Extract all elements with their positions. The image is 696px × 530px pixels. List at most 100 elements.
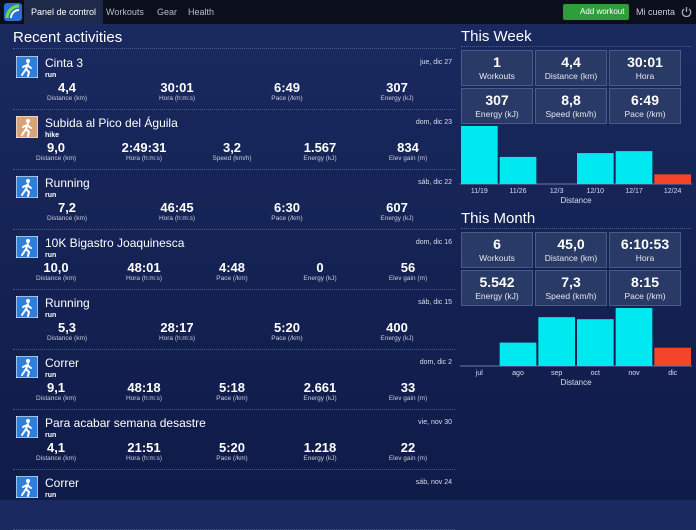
x-tick-label: 12/3: [550, 188, 564, 195]
stat-value: 0: [316, 260, 324, 275]
stat-label: Pace (/km): [216, 395, 248, 402]
stat-label: Pace (/km): [216, 275, 248, 282]
logo[interactable]: [4, 3, 22, 21]
stat-value: 28:17: [160, 320, 194, 335]
activity-type: run: [45, 372, 57, 379]
stat-value: 5:18: [218, 380, 246, 395]
nav-tab[interactable]: Gear: [157, 7, 178, 17]
activity-date: dom, dic 16: [415, 239, 452, 246]
activity-type: run: [45, 312, 57, 319]
tile-label: Hora: [635, 253, 655, 263]
stat-tile: 30:01 Hora: [609, 50, 681, 86]
stat-tile: 1 Workouts: [461, 50, 533, 86]
stat-value: 1.218: [303, 440, 337, 455]
stat-value: 46:45: [160, 200, 194, 215]
stat-label: Pace (/km): [271, 335, 303, 342]
stat-tile: 8,8 Speed (km/h): [535, 88, 607, 124]
activity-name[interactable]: Correr: [45, 476, 80, 490]
power-icon[interactable]: [681, 6, 692, 17]
tile-value: 45,0: [557, 236, 585, 252]
x-tick-label: 12/24: [664, 188, 682, 195]
stat-tile: 6:49 Pace (/km): [609, 88, 681, 124]
stat-label: Distance (km): [46, 95, 88, 102]
bar: [538, 317, 575, 366]
x-tick-label: sep: [551, 370, 562, 377]
activity-icon: [16, 236, 38, 258]
activity-name[interactable]: Para acabar semana desastre: [45, 416, 206, 430]
stat-label: Pace (/km): [271, 215, 303, 222]
stat-value: 2.661: [303, 380, 337, 395]
x-tick-label: 11/19: [471, 188, 488, 195]
stat-tile: 8:15 Pace (/km): [609, 270, 681, 306]
tile-label: Speed (km/h): [545, 109, 597, 119]
divider: [461, 228, 691, 229]
stat-label: Distance (km): [46, 335, 88, 342]
stat-label: Pace (/km): [271, 95, 303, 102]
stat-value: 5:20: [218, 440, 246, 455]
activity-name[interactable]: Running: [45, 296, 90, 310]
stat-label: Distance (km): [35, 395, 77, 402]
account-link[interactable]: Mi cuenta: [636, 7, 676, 17]
divider: [13, 48, 455, 49]
tile-label: Energy (kJ): [475, 291, 519, 301]
activity-name[interactable]: Cinta 3: [45, 56, 84, 70]
tile-value: 30:01: [627, 54, 663, 70]
stat-label: Speed (km/h): [212, 155, 252, 162]
add-workout-button[interactable]: Add workout: [563, 4, 630, 20]
nav-tab[interactable]: Health: [188, 7, 215, 17]
stat-tile: 6 Workouts: [461, 232, 533, 268]
activity-date: sáb, dic 15: [418, 299, 452, 306]
activity-date: sáb, nov 24: [415, 479, 452, 486]
stat-label: Pace (/km): [216, 455, 248, 462]
activity-date: sáb, dic 22: [418, 179, 452, 186]
stat-label: Hora (h:m:s): [125, 275, 163, 282]
tile-label: Distance (km): [544, 253, 598, 263]
activity-date: dom, dic 2: [419, 359, 452, 366]
stat-value: 607: [386, 200, 408, 215]
activity-icon: [16, 416, 38, 438]
axis-title: Distance: [560, 196, 592, 204]
activity-date: jue, dic 27: [420, 59, 452, 66]
activity-icon: [16, 176, 38, 198]
nav-tab[interactable]: Panel de control: [24, 0, 104, 24]
activity-name[interactable]: Running: [45, 176, 90, 190]
tile-label: Workouts: [479, 71, 515, 81]
stat-label: Distance (km): [46, 215, 88, 222]
activity-name[interactable]: Correr: [45, 356, 80, 370]
tile-value: 6:49: [630, 92, 660, 108]
stat-value: 6:30: [273, 200, 301, 215]
stat-value: 5:20: [273, 320, 301, 335]
activity-name[interactable]: Subida al Pico del Águila: [45, 116, 178, 130]
x-tick-label: oct: [591, 370, 600, 377]
stat-tile: 7,3 Speed (km/h): [535, 270, 607, 306]
divider: [13, 349, 455, 350]
bar-chart: jul ago sep oct nov dic Distance: [460, 308, 692, 386]
activity-name[interactable]: 10K Bigastro Joaquinesca: [45, 236, 185, 250]
stat-value: 33: [400, 380, 416, 395]
stat-label: Distance (km): [35, 455, 77, 462]
stat-value: 2:49:31: [121, 140, 167, 155]
divider: [13, 469, 455, 470]
stat-value: 9,1: [46, 380, 66, 395]
tile-value: 4,4: [561, 54, 581, 70]
stat-label: Hora (h:m:s): [158, 95, 196, 102]
stat-value: 4,1: [46, 440, 66, 455]
x-tick-label: nov: [628, 370, 640, 377]
divider: [13, 109, 455, 110]
stat-value: 4:48: [218, 260, 246, 275]
tile-label: Distance (km): [544, 71, 598, 81]
x-tick-label: 11/26: [510, 188, 527, 195]
nav-tab[interactable]: Workouts: [106, 7, 144, 17]
divider: [13, 229, 455, 230]
activity-icon: [16, 116, 38, 138]
stat-label: Elev gain (m): [388, 455, 428, 462]
stat-tile: 4,4 Distance (km): [535, 50, 607, 86]
activity-type: run: [45, 72, 57, 79]
stat-label: Energy (kJ): [380, 215, 414, 222]
stat-value: 48:18: [127, 380, 161, 395]
bar: [615, 151, 653, 184]
x-tick-label: 12/17: [625, 188, 643, 195]
stat-label: Energy (kJ): [303, 455, 337, 462]
stat-value: 10,0: [43, 260, 69, 275]
